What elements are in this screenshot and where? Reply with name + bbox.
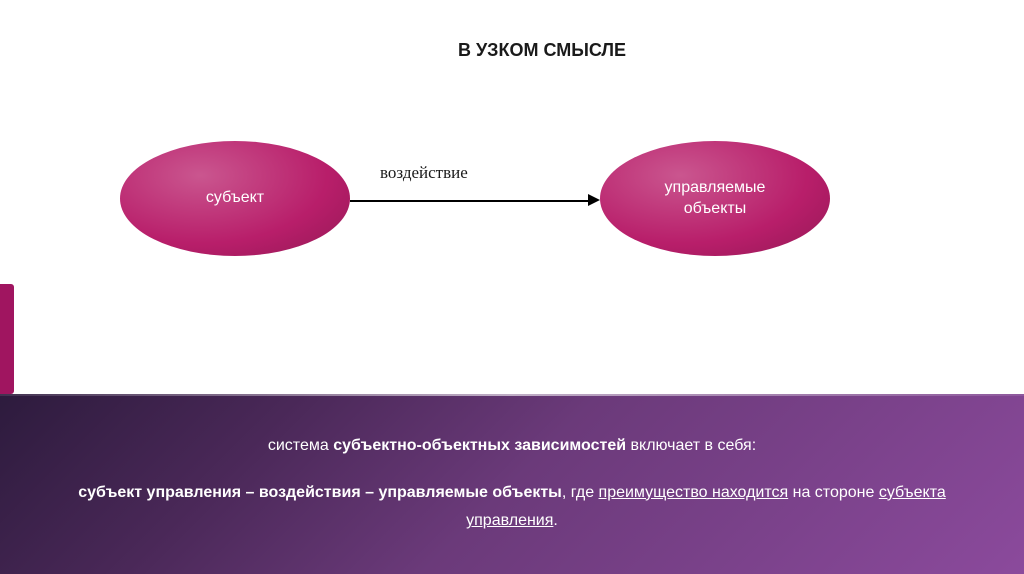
footer-line2: субъект управления – воздействия – управ… <box>60 479 964 537</box>
footer-line2-u1: преимущество находится <box>599 484 789 501</box>
footer-line1: система субъектно-объектных зависимостей… <box>60 432 964 461</box>
diagram: воздействие субъект управляемые объекты <box>0 121 1024 321</box>
node-objects-label: управляемые объекты <box>665 178 766 220</box>
footer-line1-bold: субъектно-объектных зависимостей <box>333 437 626 454</box>
footer-line2-end: . <box>553 512 557 529</box>
footer-line2-bold: субъект управления – воздействия – управ… <box>78 484 562 501</box>
arrow-head-icon <box>588 194 600 206</box>
node-objects: управляемые объекты <box>600 141 830 256</box>
arrow-line <box>350 200 590 202</box>
page-title: В УЗКОМ СМЫСЛЕ <box>0 0 1024 61</box>
accent-bar <box>0 284 14 394</box>
arrow-label: воздействие <box>380 163 468 183</box>
arrow <box>350 191 600 211</box>
node-subject-label: субъект <box>206 188 264 209</box>
footer-panel: система субъектно-объектных зависимостей… <box>0 394 1024 574</box>
footer-line2-mid2: на стороне <box>788 484 879 501</box>
footer-line2-mid: , где <box>562 484 599 501</box>
node-subject: субъект <box>120 141 350 256</box>
footer-line1-prefix: система <box>268 437 333 454</box>
footer-line1-suffix: включает в себя: <box>626 437 756 454</box>
